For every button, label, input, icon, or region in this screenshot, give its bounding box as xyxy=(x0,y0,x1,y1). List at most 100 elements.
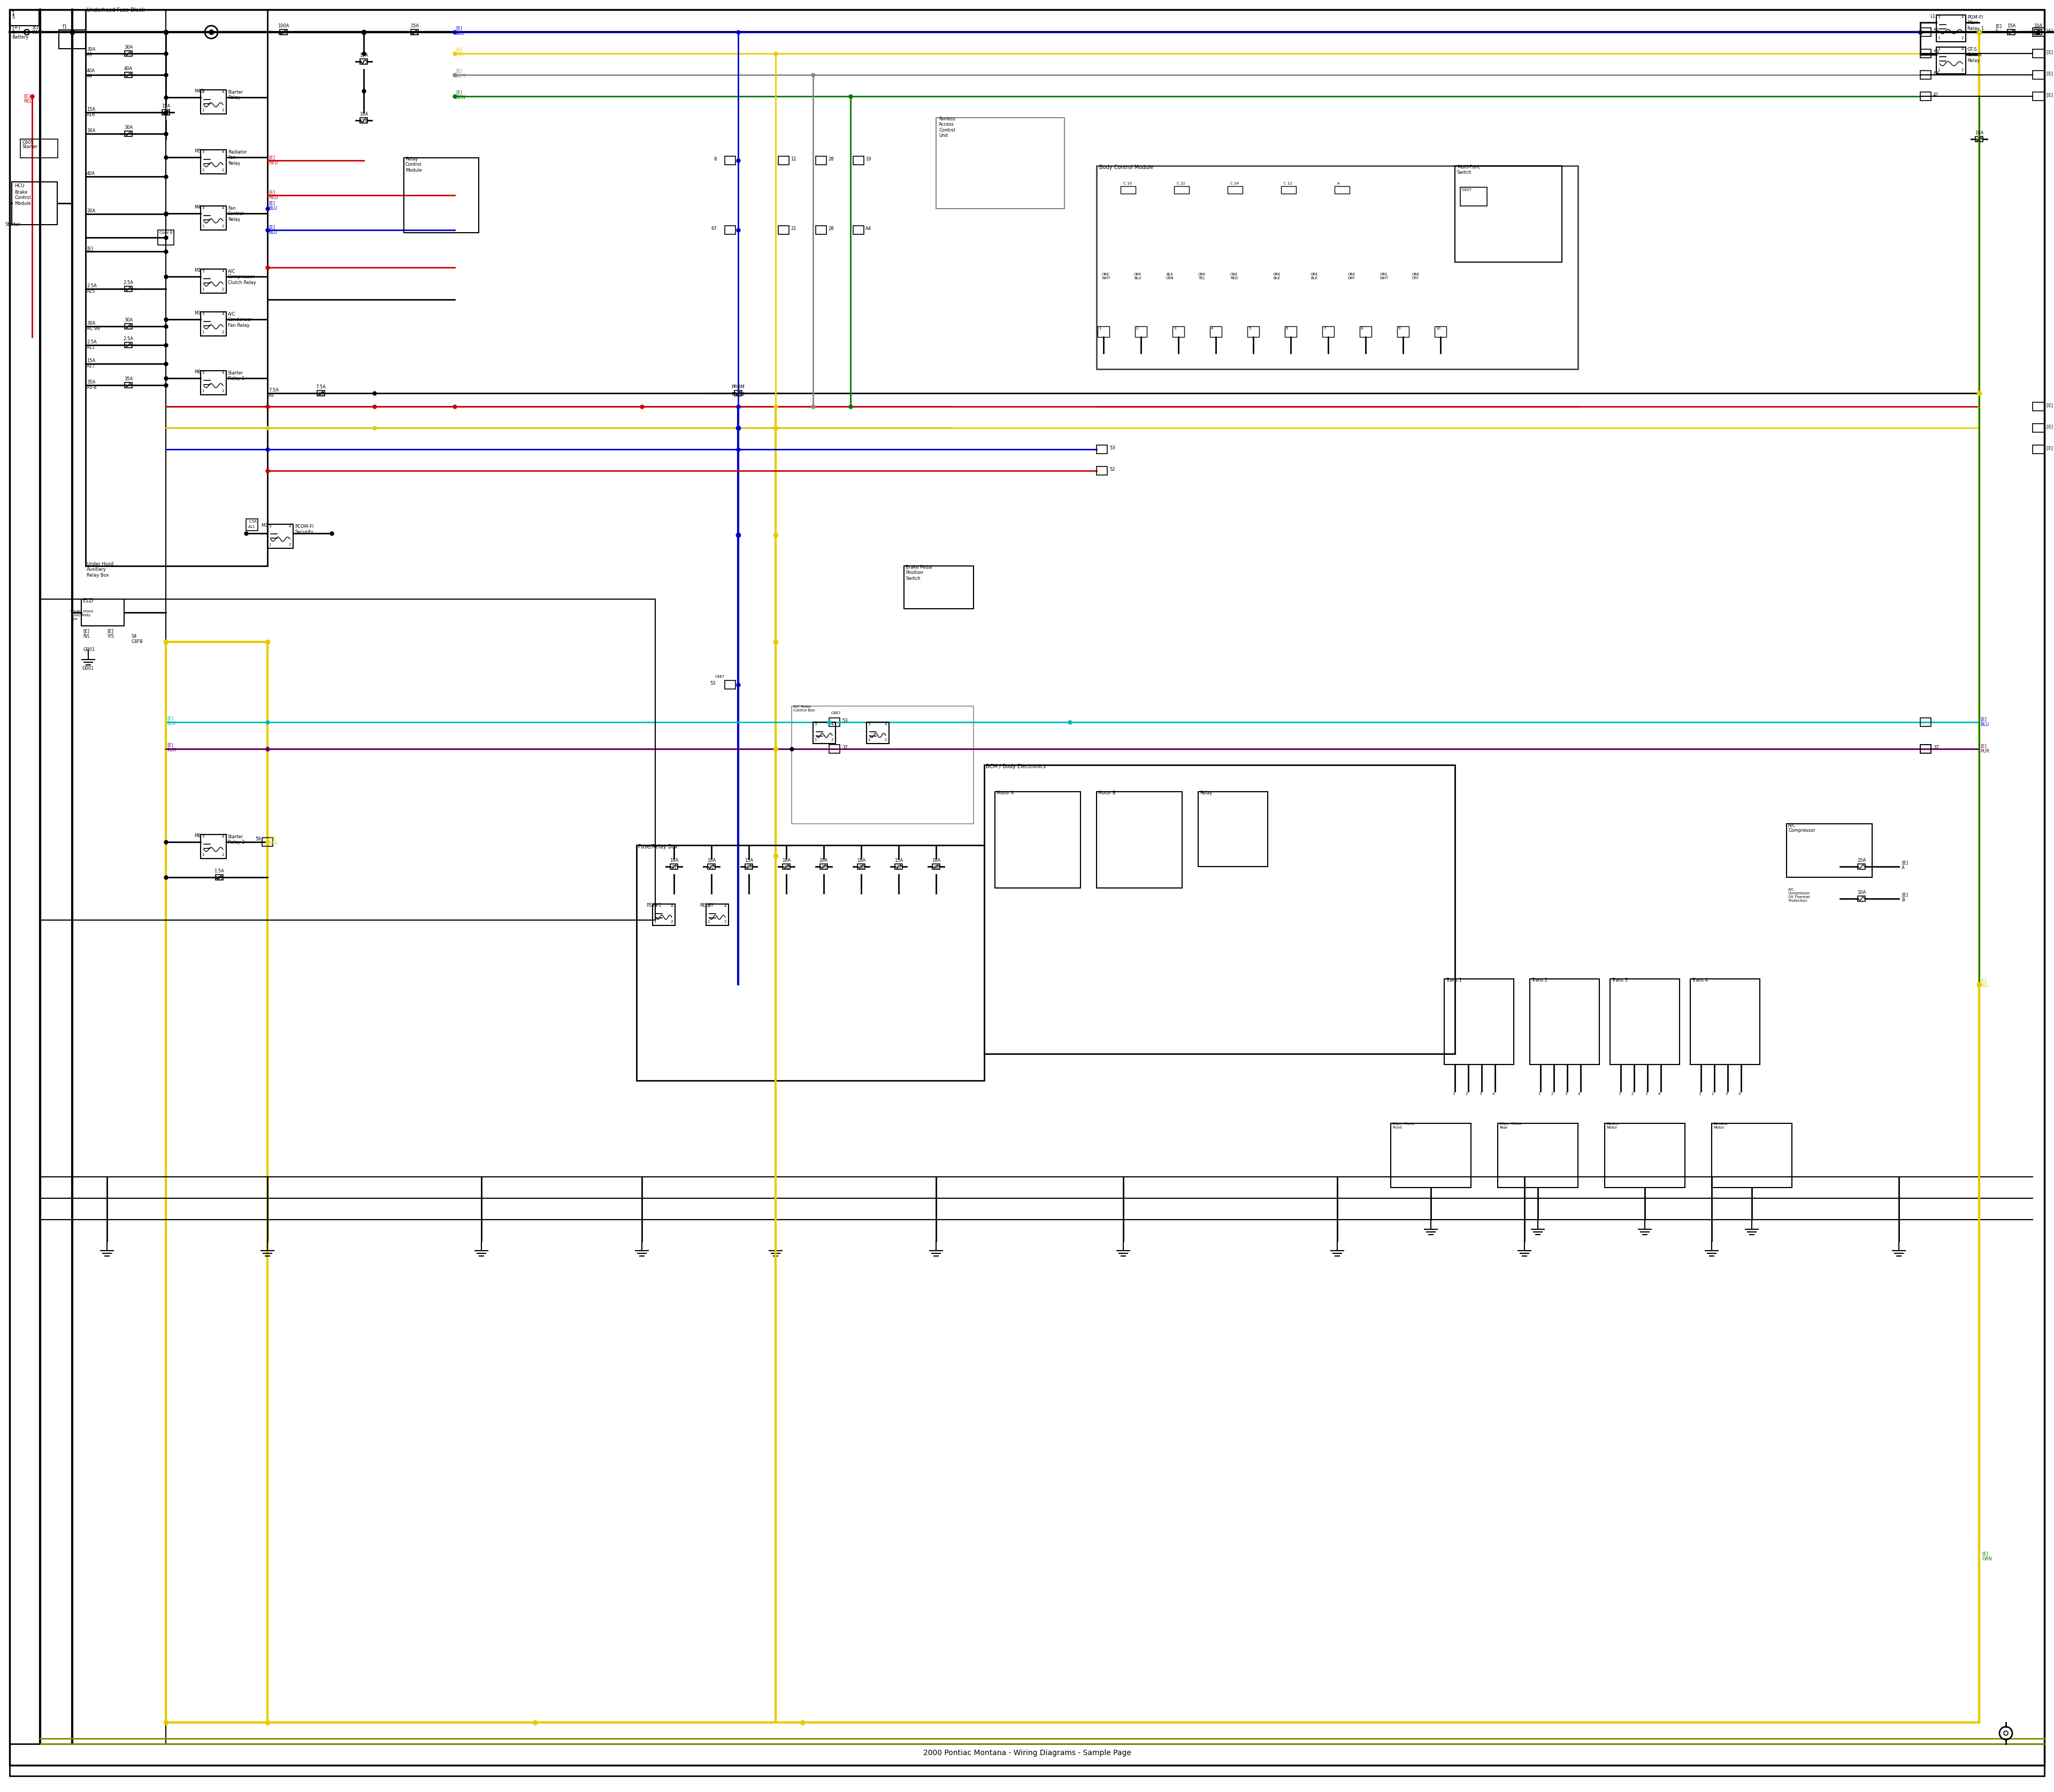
Bar xyxy=(725,156,735,165)
Text: 4: 4 xyxy=(672,905,674,909)
Text: S4: S4 xyxy=(131,634,138,638)
Text: 3: 3 xyxy=(867,722,871,726)
Text: 1: 1 xyxy=(201,109,203,111)
Bar xyxy=(1937,14,1966,41)
Bar xyxy=(201,151,226,174)
Bar xyxy=(267,525,294,548)
Bar xyxy=(670,864,678,869)
Bar xyxy=(1286,326,1296,337)
Bar xyxy=(994,792,1080,889)
Text: 4: 4 xyxy=(222,835,224,839)
Text: PUR: PUR xyxy=(166,747,177,753)
Bar xyxy=(1210,326,1222,337)
Text: [E]: [E] xyxy=(1902,892,1908,898)
Text: 40A: 40A xyxy=(123,66,134,72)
Text: [E]: [E] xyxy=(82,629,88,633)
Text: RED: RED xyxy=(23,99,33,104)
Text: A/C
Condenser
Fan Relay: A/C Condenser Fan Relay xyxy=(228,312,253,328)
Bar xyxy=(2033,48,2044,57)
Bar xyxy=(359,118,368,124)
Bar xyxy=(1497,1124,1577,1188)
Text: AC 99: AC 99 xyxy=(86,326,101,332)
Text: [E] YEL: [E] YEL xyxy=(2046,50,2054,54)
Text: 19: 19 xyxy=(865,156,871,161)
Bar xyxy=(405,158,479,233)
Bar xyxy=(82,599,123,625)
Text: GRN: GRN xyxy=(456,95,466,100)
Text: [E]: [E] xyxy=(269,835,275,840)
Text: 5: 5 xyxy=(1249,326,1251,330)
Text: Brake
Control
Module: Brake Control Module xyxy=(14,190,31,206)
Bar xyxy=(246,520,259,530)
Bar xyxy=(2033,444,2044,453)
Text: Washer
Motor: Washer Motor xyxy=(1606,1122,1621,1129)
Bar xyxy=(1711,1124,1791,1188)
Text: B: B xyxy=(1902,898,1904,903)
Text: A: A xyxy=(1994,29,1999,34)
Bar xyxy=(815,156,826,165)
Text: SRN: SRN xyxy=(269,840,277,846)
Bar xyxy=(852,226,865,235)
Text: 28: 28 xyxy=(828,226,834,231)
Bar xyxy=(86,9,267,566)
Text: 2.5A: 2.5A xyxy=(86,283,97,289)
Bar xyxy=(1920,29,1931,36)
Text: 4: 4 xyxy=(222,90,224,93)
Text: 15A: 15A xyxy=(359,54,368,57)
Bar xyxy=(1173,326,1185,337)
Text: Fanless
Access
Control
Unit: Fanless Access Control Unit xyxy=(939,116,955,138)
Text: YEL: YEL xyxy=(1980,984,1988,987)
Text: 100A: 100A xyxy=(277,23,290,29)
Bar xyxy=(1920,91,1931,100)
Bar xyxy=(1175,186,1189,194)
Text: 30A: 30A xyxy=(123,125,134,131)
Text: 2.5A: 2.5A xyxy=(86,340,97,344)
Bar xyxy=(820,864,828,869)
Bar xyxy=(1857,896,1865,901)
Bar xyxy=(813,722,836,744)
Text: [E]: [E] xyxy=(107,629,113,633)
Text: Body Control Module: Body Control Module xyxy=(1099,165,1154,170)
Bar xyxy=(1228,186,1243,194)
Text: RED: RED xyxy=(269,195,277,201)
Bar xyxy=(1610,978,1680,1064)
Bar xyxy=(1604,1124,1684,1188)
Text: 2: 2 xyxy=(290,543,292,547)
Bar xyxy=(201,371,226,394)
Text: A/C
Compressor: A/C Compressor xyxy=(1789,823,1816,833)
Bar xyxy=(725,226,735,235)
Text: Fan
Control
Relay: Fan Control Relay xyxy=(228,206,244,222)
Text: 4: 4 xyxy=(725,905,727,909)
Text: 3: 3 xyxy=(201,835,203,839)
Text: 6: 6 xyxy=(1286,326,1288,330)
Bar xyxy=(1097,444,1107,453)
Text: 2: 2 xyxy=(672,919,674,923)
Text: 67: 67 xyxy=(711,226,717,231)
Text: 10A: 10A xyxy=(1857,891,1865,894)
Text: 15A: 15A xyxy=(744,858,754,862)
Bar xyxy=(984,765,1454,1054)
Text: F5: F5 xyxy=(822,866,826,871)
Text: A11: A11 xyxy=(86,346,94,349)
Text: 4: 4 xyxy=(885,722,887,726)
Bar xyxy=(830,745,840,753)
Text: 30A: 30A xyxy=(86,129,94,133)
Bar xyxy=(1454,167,1561,262)
Text: 4: 4 xyxy=(1493,1093,1495,1095)
Text: ORE
BLK: ORE BLK xyxy=(1273,272,1282,280)
Bar xyxy=(125,72,131,77)
Bar xyxy=(125,50,131,56)
Text: GRN: GRN xyxy=(1982,1557,1992,1561)
Text: Y/S: Y/S xyxy=(107,634,115,638)
Bar xyxy=(1920,719,1931,726)
Text: [E]: [E] xyxy=(166,742,173,747)
Text: BLU: BLU xyxy=(269,206,277,211)
Text: F6: F6 xyxy=(859,866,865,871)
Text: 9: 9 xyxy=(1399,326,1401,330)
Bar xyxy=(201,206,226,229)
Text: 1: 1 xyxy=(1099,326,1101,330)
Bar xyxy=(201,90,226,115)
Text: [E] BLU: [E] BLU xyxy=(2046,446,2054,450)
Bar xyxy=(725,681,735,688)
Text: 4: 4 xyxy=(1962,16,1964,18)
